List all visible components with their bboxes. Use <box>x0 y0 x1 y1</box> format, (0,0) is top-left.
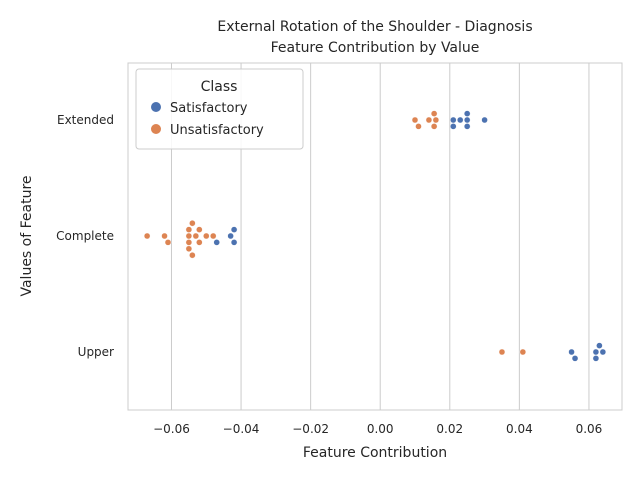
x-tick-label: −0.04 <box>223 422 260 436</box>
point-unsatisfactory-extended <box>411 116 419 124</box>
y-tick-label-upper: Upper <box>78 345 114 359</box>
point-satisfactory-extended <box>450 123 457 130</box>
point-unsatisfactory-extended <box>425 116 433 124</box>
point-unsatisfactory-extended <box>432 116 440 124</box>
point-satisfactory-upper <box>596 342 603 349</box>
point-satisfactory-complete <box>213 239 220 246</box>
point-unsatisfactory-extended <box>430 123 438 130</box>
point-satisfactory-extended <box>463 123 471 130</box>
point-satisfactory-extended <box>450 116 457 124</box>
point-satisfactory-upper <box>599 348 607 356</box>
point-satisfactory-complete <box>227 232 234 240</box>
point-unsatisfactory-extended <box>415 123 422 130</box>
point-satisfactory-upper <box>568 348 575 356</box>
point-satisfactory-extended <box>463 110 471 117</box>
x-tick-label: 0.02 <box>436 422 463 436</box>
y-tick-label-complete: Complete <box>56 229 114 243</box>
point-unsatisfactory-complete <box>185 232 193 240</box>
point-unsatisfactory-complete <box>203 232 210 240</box>
point-unsatisfactory-complete <box>192 232 200 240</box>
legend-marker-satisfactory <box>151 102 161 112</box>
legend-label-satisfactory: Satisfactory <box>170 101 248 116</box>
point-satisfactory-extended <box>463 116 471 124</box>
point-unsatisfactory-complete <box>161 232 168 240</box>
y-axis-label: Values of Feature <box>19 175 35 296</box>
point-unsatisfactory-complete <box>143 232 151 240</box>
legend-title: Class <box>201 79 238 95</box>
point-satisfactory-complete <box>230 239 238 246</box>
x-tick-label: −0.06 <box>153 422 190 436</box>
x-axis-label: Feature Contribution <box>303 445 447 461</box>
point-unsatisfactory-complete <box>189 219 196 227</box>
x-tick-label: 0.06 <box>576 422 603 436</box>
chart-title-line2: Feature Contribution by Value <box>271 40 480 56</box>
legend-label-unsatisfactory: Unsatisfactory <box>170 123 264 138</box>
point-unsatisfactory-complete <box>196 239 203 246</box>
point-unsatisfactory-complete <box>164 239 172 246</box>
point-unsatisfactory-extended <box>430 110 438 117</box>
x-tick-label: 0.00 <box>367 422 394 436</box>
point-satisfactory-complete <box>230 226 238 233</box>
y-tick-label-extended: Extended <box>57 113 114 127</box>
point-unsatisfactory-complete <box>189 251 196 259</box>
point-unsatisfactory-upper <box>519 348 527 356</box>
point-satisfactory-upper <box>571 355 579 362</box>
x-tick-label: −0.02 <box>292 422 329 436</box>
legend: Class Satisfactory Unsatisfactory <box>135 68 304 150</box>
point-unsatisfactory-upper <box>498 348 506 356</box>
point-satisfactory-extended <box>457 116 464 124</box>
plot-frame <box>127 62 623 411</box>
legend-box <box>135 68 304 150</box>
point-satisfactory-upper <box>592 355 600 362</box>
chart-title-line1: External Rotation of the Shoulder - Diag… <box>217 19 532 35</box>
point-unsatisfactory-complete <box>210 232 217 240</box>
legend-marker-unsatisfactory <box>151 124 161 134</box>
point-unsatisfactory-complete <box>185 245 193 253</box>
point-unsatisfactory-complete <box>196 226 203 233</box>
point-satisfactory-upper <box>592 348 600 356</box>
point-satisfactory-extended <box>481 116 488 124</box>
point-unsatisfactory-complete <box>185 239 193 246</box>
point-unsatisfactory-complete <box>185 226 193 233</box>
x-tick-label: 0.04 <box>506 422 533 436</box>
